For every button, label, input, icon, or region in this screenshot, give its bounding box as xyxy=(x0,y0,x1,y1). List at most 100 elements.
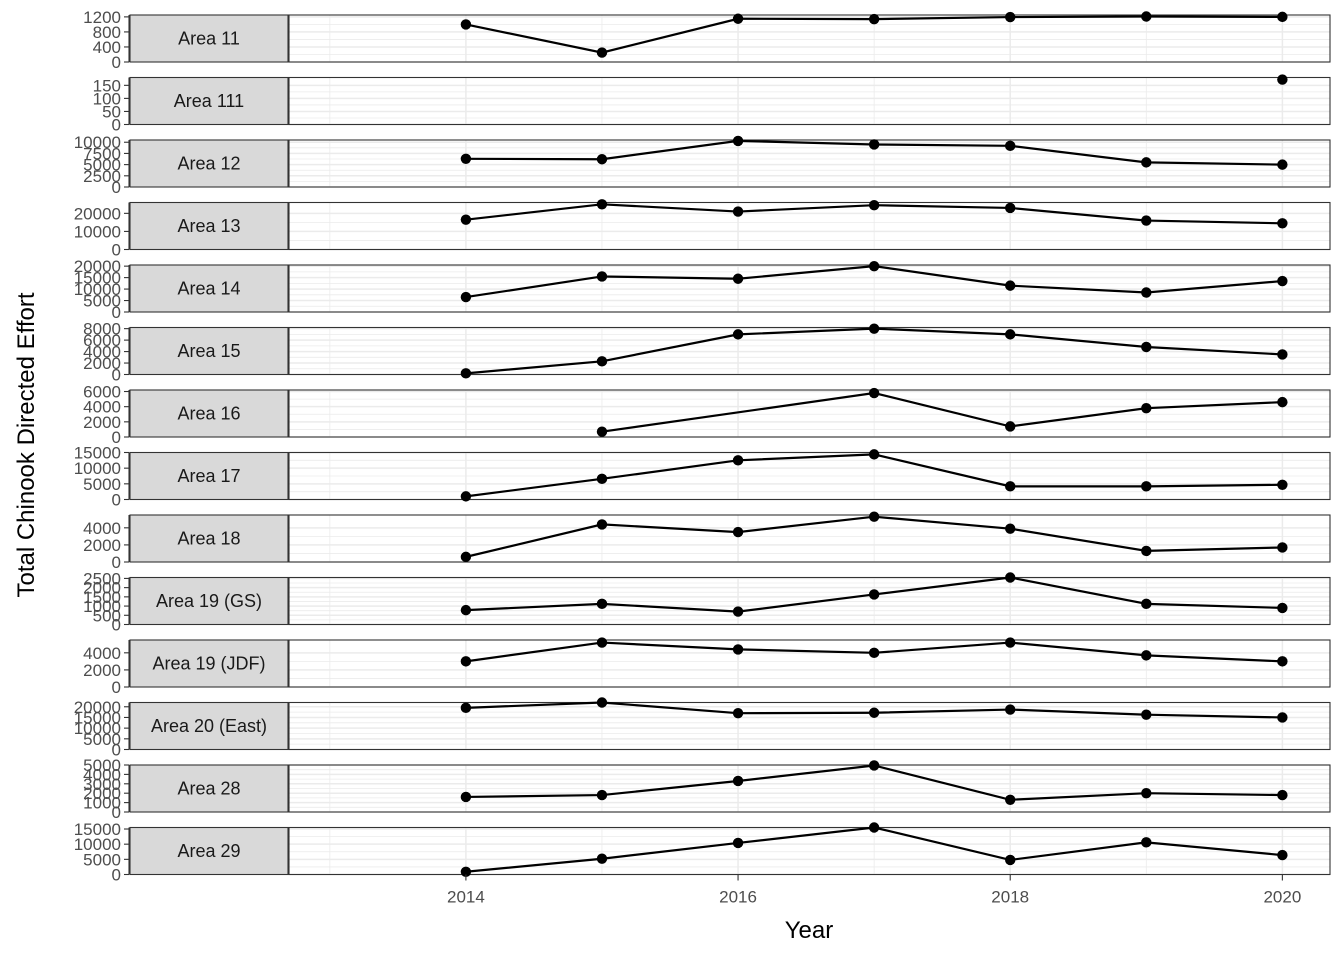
y-tick-label: 20000 xyxy=(74,204,121,223)
y-tick-label: 1500 xyxy=(83,588,121,607)
data-point xyxy=(1277,602,1288,614)
panel-border xyxy=(288,201,1331,251)
strip-label-box xyxy=(129,764,289,813)
y-tick-label: 15000 xyxy=(74,820,121,839)
y-tick-label: 2000 xyxy=(83,536,121,555)
data-point xyxy=(596,637,608,648)
panel-border xyxy=(288,826,1331,876)
data-point xyxy=(460,368,472,379)
y-tick-label: 20000 xyxy=(74,257,121,276)
x-axis: 2014 2016 2018 2020 xyxy=(447,874,1301,907)
data-point xyxy=(1005,637,1016,648)
data-point xyxy=(1277,479,1288,490)
data-point xyxy=(1141,157,1152,168)
data-point xyxy=(1277,218,1288,229)
data-point xyxy=(596,519,608,530)
y-tick-label: 15000 xyxy=(74,269,121,288)
panel-border xyxy=(288,264,1331,313)
data-point xyxy=(596,697,608,708)
strip-label: Area 19 (JDF) xyxy=(152,654,265,674)
x-tick-label: 2014 xyxy=(447,888,485,907)
data-point xyxy=(868,589,880,600)
strip-label: Area 11 xyxy=(178,29,240,49)
data-point xyxy=(1141,341,1152,353)
y-tick-label: 500 xyxy=(93,606,121,625)
data-point xyxy=(596,598,608,610)
data-point xyxy=(1005,280,1016,291)
strip-label-box xyxy=(129,576,289,626)
x-tick-label: 2020 xyxy=(1263,888,1301,907)
data-point xyxy=(1277,712,1288,723)
data-point xyxy=(460,491,472,502)
strip-label-box xyxy=(129,639,289,688)
y-tick-label: 0 xyxy=(112,178,121,197)
data-point xyxy=(596,789,608,801)
strip-label: Area 111 xyxy=(174,91,244,111)
data-point xyxy=(868,323,880,334)
panel-border xyxy=(288,14,1331,63)
y-tick-label: 10000 xyxy=(74,133,121,152)
data-point xyxy=(596,199,608,210)
y-tick-label: 10000 xyxy=(74,835,121,854)
data-point xyxy=(1141,709,1152,720)
data-point xyxy=(460,19,472,30)
strip-label-box xyxy=(129,326,289,376)
y-tick-label: 1000 xyxy=(83,794,121,813)
data-point xyxy=(1005,523,1016,534)
y-tick-label: 0 xyxy=(112,303,121,322)
panel-border xyxy=(288,514,1331,563)
data-point xyxy=(460,291,472,303)
data-point xyxy=(732,526,744,538)
y-tick-label: 20000 xyxy=(74,698,121,717)
data-point xyxy=(596,47,608,58)
y-tick-label: 5000 xyxy=(83,156,121,175)
strip-label-box xyxy=(129,201,289,251)
data-point xyxy=(1277,789,1288,801)
strip-label-box xyxy=(129,264,289,313)
data-point xyxy=(868,822,880,833)
panel-border xyxy=(288,139,1331,188)
y-tick-label: 5000 xyxy=(83,730,121,749)
data-point xyxy=(868,260,880,272)
data-point xyxy=(596,154,608,165)
data-point xyxy=(460,214,472,225)
data-point xyxy=(1141,287,1152,298)
y-tick-label: 15000 xyxy=(74,444,121,463)
data-point xyxy=(868,13,880,25)
y-tick-label: 2000 xyxy=(83,413,121,432)
data-point xyxy=(1277,11,1288,23)
data-point xyxy=(732,135,744,147)
data-point xyxy=(732,644,744,655)
data-point xyxy=(1277,849,1288,861)
data-point xyxy=(868,387,880,399)
y-tick-label: 0 xyxy=(112,366,121,385)
data-point xyxy=(868,647,880,659)
data-point xyxy=(868,511,880,522)
y-tick-label: 10000 xyxy=(74,280,121,299)
data-point xyxy=(1277,396,1288,408)
y-tick-label: 1000 xyxy=(83,597,121,616)
data-point xyxy=(1141,650,1152,661)
y-tick-label: 0 xyxy=(112,803,121,822)
strip-label: Area 18 xyxy=(177,529,240,549)
panel-border xyxy=(288,326,1331,376)
y-tick-label: 100 xyxy=(93,89,121,108)
y-tick-label: 5000 xyxy=(83,292,121,311)
strip-label-box xyxy=(129,76,289,126)
y-tick-label: 0 xyxy=(112,741,121,760)
data-point xyxy=(460,702,472,714)
data-point xyxy=(460,656,472,667)
y-tick-label: 8000 xyxy=(83,320,121,339)
data-point xyxy=(1005,481,1016,492)
data-point xyxy=(596,356,608,367)
y-tick-label: 2000 xyxy=(83,354,121,373)
data-point xyxy=(1277,74,1288,85)
data-point xyxy=(1005,202,1016,214)
y-tick-label: 4000 xyxy=(83,765,121,784)
